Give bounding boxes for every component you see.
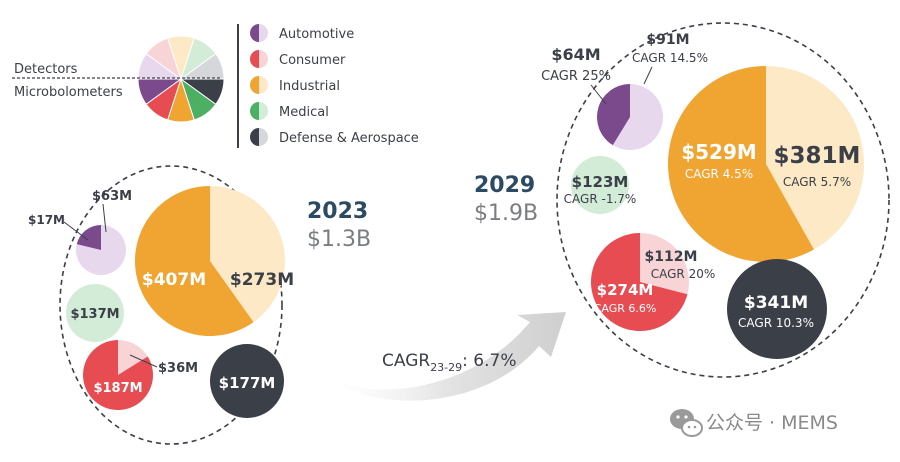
legend-item-consumer: Consumer xyxy=(250,50,346,68)
label-2023-industrial-detectors: $273M xyxy=(230,270,294,290)
leader-2023-automotive-microbolometers xyxy=(63,221,89,241)
legend-items: Automotive Consumer Industrial Medical Defen… xyxy=(250,24,419,146)
label-2023-medical-detectors: $137M xyxy=(70,307,119,322)
leader-2029-automotive-microbolometers xyxy=(590,84,607,105)
legend-swatch-dark-industrial xyxy=(250,76,259,94)
pie-2029-defense-aerospace-detectors xyxy=(727,259,827,359)
group-2023-outline xyxy=(59,165,283,445)
legend-item-automotive: Automotive xyxy=(250,24,354,42)
pie-2023-defense-aerospace-detectors xyxy=(210,344,284,418)
year-2029-label: 2029 xyxy=(474,173,535,198)
label-2029-industrial-microbolometers-cagr: CAGR 4.5% xyxy=(685,167,753,181)
leader-2023-automotive-detectors xyxy=(102,203,107,233)
growth-cagr-label: CAGR23-29: 6.7% xyxy=(382,351,516,374)
wechat-icon xyxy=(670,409,703,437)
pie-2029-medical-detectors xyxy=(571,156,629,214)
legend-swatch-dark-defense-aerospace xyxy=(250,128,259,146)
legend-swatch-light-medical xyxy=(259,102,268,120)
label-2029-medical-detectors-cagr: CAGR -1.7% xyxy=(564,192,637,206)
legend-microbolometers-label: Microbolometers xyxy=(14,85,123,100)
pie-2029-automotive-detectors xyxy=(612,84,664,150)
watermark-text: 公众号 · MEMS xyxy=(706,412,838,434)
pie-2023-automotive-microbolometers xyxy=(76,224,101,250)
legend-label-industrial: Industrial xyxy=(279,79,340,94)
pie-2023-automotive-detectors xyxy=(75,225,126,275)
year-2023-total: $1.3B xyxy=(307,227,371,252)
legend-swatch-light-industrial xyxy=(259,76,268,94)
pie-2023-medical-detectors xyxy=(66,284,124,342)
label-2023-automotive-detectors: $63M xyxy=(92,189,132,204)
label-2023-consumer-microbolometers: $187M xyxy=(93,381,142,396)
label-2029-consumer-microbolometers: $274M xyxy=(597,281,654,299)
label-2029-consumer-detectors: $112M xyxy=(645,249,698,265)
legend-item-defense-aerospace: Defense & Aerospace xyxy=(250,128,419,146)
pies-2029 xyxy=(571,66,864,359)
legend-pie-microbolometers-defense-aerospace xyxy=(179,78,225,105)
label-2029-automotive-microbolometers: $64M xyxy=(551,45,600,64)
label-2023-industrial-microbolometers: $407M xyxy=(142,270,206,290)
label-2029-automotive-microbolometers-cagr: CAGR 25% xyxy=(541,69,611,84)
legend-item-medical: Medical xyxy=(250,102,329,120)
label-2029-consumer-microbolometers-cagr: CAGR 6.6% xyxy=(594,302,657,315)
legend-label-automotive: Automotive xyxy=(279,27,354,42)
growth-arrow xyxy=(322,312,566,401)
legend-swatch-light-consumer xyxy=(259,50,268,68)
pie-2029-consumer-microbolometers xyxy=(591,233,688,331)
watermark: 公众号 · MEMS xyxy=(670,409,838,437)
legend-swatch-dark-automotive xyxy=(250,24,259,42)
pie-2029-consumer-detectors xyxy=(640,233,690,295)
label-2023-consumer-detectors: $36M xyxy=(158,361,198,376)
legend-swatch-dark-consumer xyxy=(250,50,259,68)
legend: Detectors Microbolometers Automotive Cons… xyxy=(12,24,419,148)
label-2029-industrial-microbolometers: $529M xyxy=(681,140,757,164)
label-2029-defense-detectors-cagr: CAGR 10.3% xyxy=(738,316,814,330)
label-2023-defense-detectors: $177M xyxy=(219,374,276,392)
label-2023-automotive-microbolometers: $17M xyxy=(28,213,65,227)
legend-swatch-dark-medical xyxy=(250,102,259,120)
label-2029-industrial-detectors: $381M xyxy=(774,143,861,169)
legend-swatch-light-automotive xyxy=(259,24,268,42)
pie-2029-industrial-microbolometers xyxy=(667,66,814,262)
pie-2029-industrial-detectors xyxy=(766,66,864,250)
label-2029-defense-detectors: $341M xyxy=(744,293,808,313)
year-2023-label: 2023 xyxy=(307,199,368,224)
legend-label-medical: Medical xyxy=(279,105,329,120)
legend-label-defense-aerospace: Defense & Aerospace xyxy=(279,131,419,146)
label-2029-industrial-detectors-cagr: CAGR 5.7% xyxy=(783,175,851,189)
legend-swatch-light-defense-aerospace xyxy=(259,128,268,146)
label-2029-automotive-detectors: $91M xyxy=(646,32,689,48)
legend-detectors-label: Detectors xyxy=(14,62,78,77)
pie-2023-industrial-microbolometers xyxy=(134,185,254,336)
pie-2029-automotive-microbolometers xyxy=(597,84,630,146)
label-2029-medical-detectors: $123M xyxy=(572,173,629,191)
pies-2023 xyxy=(66,185,285,418)
year-2029-total: $1.9B xyxy=(474,201,538,226)
label-2029-consumer-detectors-cagr: CAGR 20% xyxy=(651,267,716,281)
label-2029-automotive-detectors-cagr: CAGR 14.5% xyxy=(632,51,708,65)
leader-2029-automotive-detectors xyxy=(643,66,653,85)
pie-2023-industrial-detectors xyxy=(210,186,285,323)
legend-item-industrial: Industrial xyxy=(250,76,340,94)
legend-label-consumer: Consumer xyxy=(279,53,346,68)
legend-pie xyxy=(137,35,225,123)
group-2029-outline xyxy=(556,22,890,378)
pie-2023-consumer-detectors xyxy=(118,340,148,375)
pie-2023-consumer-microbolometers xyxy=(83,340,154,411)
leader-2023-consumer-detectors xyxy=(129,354,158,368)
